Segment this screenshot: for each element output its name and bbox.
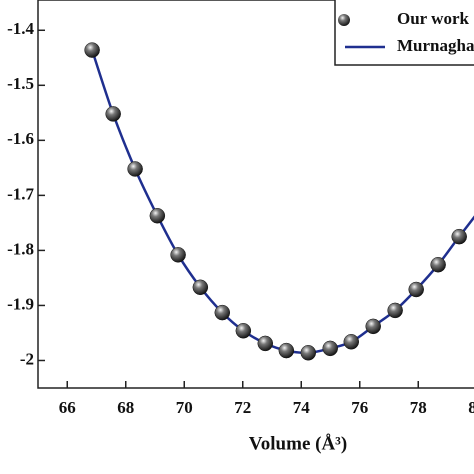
x-tick-label: 80	[468, 398, 474, 417]
y-tick-label: -1.9	[7, 294, 34, 313]
x-tick-label: 68	[117, 398, 134, 417]
plot-frame	[37, 0, 474, 389]
y-tick-label: -1.4	[7, 19, 34, 38]
data-point	[343, 334, 360, 350]
data-point	[300, 345, 317, 361]
legend-label: Murnaghan fit	[397, 36, 474, 55]
x-tick-label: 70	[176, 398, 193, 417]
data-point	[127, 161, 143, 177]
y-tick-label: -2	[20, 349, 34, 368]
data-point	[170, 247, 186, 263]
data-point	[322, 340, 338, 357]
legend-label: Our work	[397, 9, 469, 28]
data-point	[430, 256, 446, 273]
data-point	[235, 323, 252, 339]
x-tick-label: 72	[234, 398, 251, 417]
data-point	[214, 304, 231, 321]
data-point	[387, 302, 403, 319]
data-point	[365, 318, 381, 335]
y-tick-label: -1.6	[7, 129, 34, 148]
fit-line	[90, 49, 474, 355]
x-tick-label: 76	[351, 398, 368, 417]
data-point	[257, 335, 274, 352]
x-tick-label: 74	[293, 398, 311, 417]
legend-marker	[338, 14, 350, 26]
data-point	[451, 228, 467, 245]
legend-box	[334, 0, 474, 66]
x-axis-label: Volume (Å³)	[249, 433, 347, 454]
x-tick-label: 78	[410, 398, 427, 417]
data-point	[84, 42, 100, 58]
data-point	[105, 106, 121, 122]
data-point	[278, 342, 295, 359]
y-tick-label: -1.8	[7, 239, 34, 258]
data-point	[408, 281, 424, 298]
y-tick-label: -1.7	[7, 184, 34, 203]
data-point	[192, 279, 209, 296]
data-point	[149, 207, 166, 224]
y-tick-label: -1.5	[7, 74, 34, 93]
x-tick-label: 66	[59, 398, 76, 417]
